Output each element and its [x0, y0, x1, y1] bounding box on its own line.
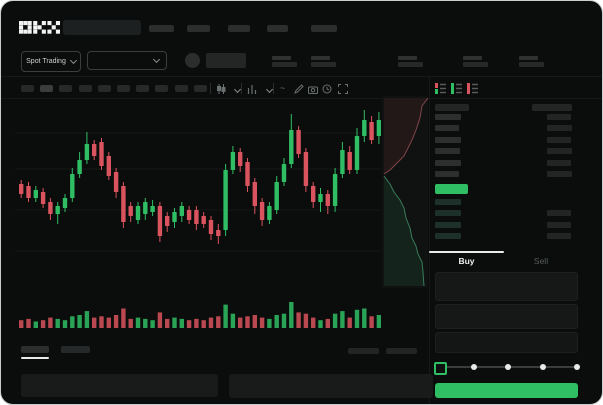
- ask-price-placeholder[interactable]: [435, 114, 461, 120]
- amount-slider-handle[interactable]: [434, 362, 447, 375]
- orderbook-amount-header: [532, 104, 572, 111]
- tab-sell[interactable]: Sell: [533, 256, 549, 266]
- camera-icon[interactable]: [308, 85, 318, 94]
- stat-label-placeholder: [398, 56, 417, 60]
- ask-amount-placeholder: [547, 125, 572, 132]
- ask-price-placeholder[interactable]: [435, 136, 461, 143]
- interval-button[interactable]: [78, 85, 92, 92]
- bid-amount-placeholder: [547, 233, 571, 240]
- ask-amount-placeholder: [547, 171, 572, 177]
- chart-info-placeholder: [348, 348, 379, 354]
- active-tab-underline: [21, 357, 49, 359]
- search-input[interactable]: [63, 20, 141, 35]
- fullscreen-icon[interactable]: [338, 84, 348, 94]
- stat-value-placeholder: [311, 62, 336, 67]
- book-bids-only-icon[interactable]: [451, 83, 462, 94]
- chevron-down-icon[interactable]: [265, 85, 274, 94]
- bid-price-placeholder[interactable]: [435, 199, 461, 205]
- indicator-bars-icon[interactable]: [247, 84, 257, 94]
- interval-button[interactable]: [59, 85, 73, 92]
- stat-value-placeholder: [398, 62, 423, 67]
- buy-tab-indicator: [429, 251, 504, 253]
- stat-value-placeholder: [272, 62, 297, 67]
- orders-table-placeholder: [21, 374, 218, 397]
- last-price-highlight[interactable]: [435, 184, 468, 194]
- ask-price-placeholder[interactable]: [435, 148, 460, 155]
- bid-amount-placeholder: [547, 221, 571, 228]
- chevron-down-icon[interactable]: [233, 85, 242, 94]
- ask-price-placeholder[interactable]: [435, 159, 461, 166]
- price-input[interactable]: [435, 272, 578, 301]
- interval-button[interactable]: [136, 85, 150, 92]
- market-type-dropdown[interactable]: Spot Trading: [21, 51, 81, 72]
- chart-bottom-tab-active[interactable]: [21, 346, 49, 353]
- orderbook-price-header: [435, 104, 469, 111]
- interval-button[interactable]: [117, 85, 130, 92]
- stat-label-placeholder: [463, 56, 482, 60]
- coin-icon: [185, 53, 200, 68]
- interval-button[interactable]: [40, 85, 54, 92]
- interval-button[interactable]: [193, 85, 207, 92]
- slider-stop-dot[interactable]: [574, 364, 581, 370]
- market-type-label: Spot Trading: [26, 58, 66, 65]
- candle-style-icon[interactable]: [216, 84, 226, 94]
- slider-stop-dot[interactable]: [470, 364, 477, 370]
- stat-label-placeholder: [272, 56, 291, 60]
- okx-logo[interactable]: [19, 21, 60, 34]
- orders-table-placeholder: [229, 374, 433, 398]
- slider-stop-dot[interactable]: [505, 364, 512, 370]
- chevron-down-icon: [152, 55, 161, 64]
- nav-item-placeholder[interactable]: [311, 25, 337, 32]
- ask-price-placeholder[interactable]: [435, 125, 459, 132]
- nav-item-placeholder[interactable]: [149, 25, 174, 32]
- bid-price-placeholder[interactable]: [435, 210, 461, 217]
- stat-value-placeholder: [519, 62, 544, 67]
- chevron-down-icon: [69, 56, 77, 65]
- total-input[interactable]: [435, 332, 578, 353]
- chart-bottom-tab[interactable]: [61, 346, 90, 353]
- pair-selector-dropdown[interactable]: [87, 51, 167, 70]
- interval-button[interactable]: [21, 85, 34, 92]
- interval-button[interactable]: [97, 85, 111, 92]
- tab-buy[interactable]: Buy: [458, 256, 475, 266]
- ask-amount-placeholder: [547, 136, 571, 143]
- stat-label-placeholder: [519, 56, 538, 60]
- curve-icon[interactable]: ~: [280, 83, 286, 93]
- book-asks-only-icon[interactable]: [467, 83, 478, 94]
- settings-clock-icon[interactable]: [322, 84, 332, 94]
- ask-price-placeholder[interactable]: [435, 171, 459, 177]
- book-combined-icon[interactable]: [435, 83, 446, 94]
- nav-item-placeholder[interactable]: [267, 25, 288, 32]
- ask-amount-placeholder: [547, 114, 571, 120]
- bid-price-placeholder[interactable]: [435, 233, 461, 240]
- bid-price-placeholder[interactable]: [435, 221, 461, 228]
- slider-stop-dot[interactable]: [539, 364, 546, 370]
- buy-submit-button[interactable]: [435, 383, 578, 398]
- interval-button[interactable]: [155, 85, 169, 92]
- pair-name-placeholder[interactable]: [206, 53, 246, 68]
- ask-amount-placeholder: [547, 148, 572, 155]
- bid-amount-placeholder: [547, 210, 571, 217]
- candlestick-chart: [15, 110, 381, 328]
- stat-label-placeholder: [311, 56, 330, 60]
- nav-item-placeholder[interactable]: [187, 25, 210, 32]
- nav-item-placeholder[interactable]: [228, 25, 250, 32]
- ask-amount-placeholder: [547, 159, 571, 166]
- interval-button[interactable]: [174, 85, 188, 92]
- stat-value-placeholder: [463, 62, 488, 67]
- draw-pencil-icon[interactable]: [294, 84, 304, 94]
- amount-input[interactable]: [435, 304, 578, 329]
- depth-preview-chart: [382, 96, 428, 288]
- chart-info-placeholder: [386, 348, 417, 354]
